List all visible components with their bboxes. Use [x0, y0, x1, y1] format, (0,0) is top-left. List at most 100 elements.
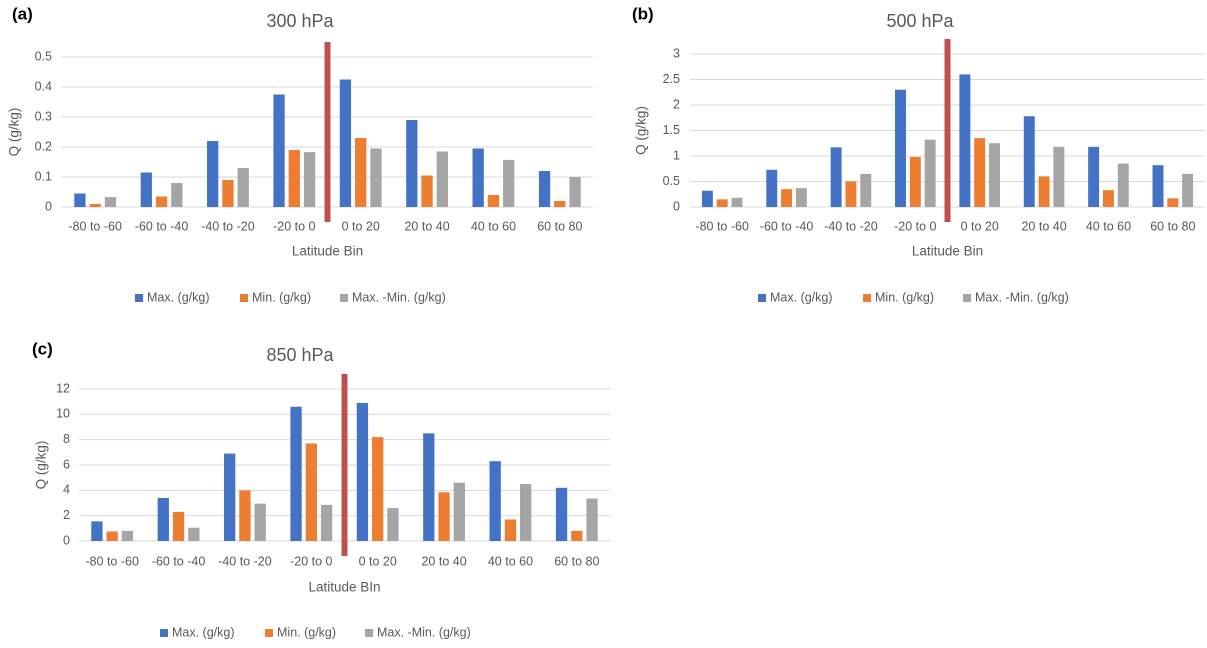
bar [731, 197, 743, 207]
x-tick-label: -80 to -60 [695, 219, 749, 233]
bar [830, 147, 842, 207]
legend-swatch [758, 294, 766, 302]
y-tick-label: 1.5 [663, 123, 680, 137]
bar [140, 172, 152, 207]
bar [157, 497, 169, 541]
bar [436, 151, 448, 207]
bar [959, 74, 971, 208]
bar [370, 148, 382, 207]
bar [1152, 165, 1164, 207]
y-tick-label: 6 [63, 457, 70, 471]
y-tick-label: 0.1 [35, 169, 52, 183]
bar [106, 531, 118, 541]
x-tick-label: -40 to -20 [824, 219, 878, 233]
bar [155, 196, 168, 207]
bar [320, 504, 333, 541]
bar [387, 508, 399, 541]
bar [290, 406, 302, 541]
bar [1023, 116, 1035, 207]
bar [909, 157, 921, 207]
x-tick-label: 20 to 40 [1021, 219, 1066, 233]
legend-label: Max. -Min. (g/kg) [975, 290, 1069, 304]
legend-swatch [240, 294, 248, 302]
x-tick-label: 0 to 20 [359, 554, 397, 568]
bar [716, 199, 728, 207]
y-tick-label: 2 [673, 97, 680, 111]
legend-label: Max. -Min. (g/kg) [352, 290, 446, 304]
y-tick-label: 0.5 [35, 49, 52, 63]
chart-title: 850 hPa [266, 345, 334, 365]
bar [489, 461, 501, 541]
y-tick-label: 0 [673, 199, 680, 213]
panel-label: (c) [32, 339, 53, 358]
bar [237, 168, 249, 207]
x-tick-label: -20 to 0 [273, 219, 315, 233]
bar [472, 148, 484, 207]
legend-swatch [340, 294, 348, 302]
x-tick-label: -20 to 0 [290, 554, 332, 568]
x-axis-title: Latitude Bin [292, 244, 363, 259]
bar [356, 402, 369, 541]
bar [1102, 190, 1114, 207]
x-tick-label: 0 to 20 [342, 219, 380, 233]
legend-label: Max. (g/kg) [147, 290, 210, 304]
y-tick-label: 4 [63, 483, 70, 497]
y-tick-label: 3 [673, 46, 680, 60]
x-tick-label: -40 to -20 [218, 554, 272, 568]
bar [487, 195, 500, 207]
y-tick-label: 2 [63, 508, 70, 522]
y-tick-label: 0.5 [663, 174, 680, 188]
bar [571, 530, 583, 541]
x-tick-label: 60 to 80 [537, 219, 582, 233]
bar [273, 94, 285, 207]
legend-swatch [365, 629, 373, 637]
panel-label: (a) [12, 4, 33, 23]
x-tick-label: -80 to -60 [85, 554, 139, 568]
bar [421, 175, 433, 207]
y-tick-label: 0.2 [35, 139, 52, 153]
y-tick-label: 10 [56, 407, 70, 421]
x-tick-label: 20 to 40 [421, 554, 466, 568]
bar [121, 530, 134, 541]
bar [504, 519, 517, 541]
x-tick-label: -60 to -40 [152, 554, 206, 568]
x-tick-label: -60 to -40 [135, 219, 189, 233]
bar [224, 453, 236, 541]
chart-title: 500 hPa [886, 11, 954, 31]
bar [438, 492, 450, 541]
y-tick-label: 12 [56, 381, 70, 395]
x-axis-title: Latitude Bin [912, 244, 983, 259]
y-tick-label: 0.4 [35, 79, 52, 93]
bar [586, 498, 598, 541]
legend-swatch [863, 294, 871, 302]
y-tick-label: 8 [63, 432, 70, 446]
chart: (b) 500 hPa 0 0.5 1 1.5 2 2.5 3 -80 to -60 -60 to … [632, 4, 1205, 304]
bar [569, 177, 581, 207]
bar [172, 511, 185, 541]
bar [104, 197, 117, 207]
bar [207, 141, 219, 207]
bar [1038, 176, 1050, 207]
bar [89, 204, 101, 207]
y-tick-label: 2.5 [663, 72, 680, 86]
y-tick-label: 0 [63, 533, 70, 547]
bar [860, 173, 872, 207]
bar [239, 490, 251, 541]
bar [372, 437, 384, 541]
bar [895, 89, 906, 207]
legend-label: Max. (g/kg) [770, 290, 833, 304]
bar [1088, 146, 1100, 207]
bar [924, 139, 936, 207]
legend-label: Min. (g/kg) [277, 625, 336, 639]
bar [355, 138, 367, 207]
bar [1053, 146, 1065, 207]
bar [503, 159, 515, 207]
bar [989, 143, 1000, 207]
bar [555, 487, 568, 541]
legend-label: Min. (g/kg) [875, 290, 934, 304]
bar [222, 180, 234, 207]
bar [303, 152, 316, 207]
y-axis-title: Q (g/kg) [634, 106, 649, 155]
